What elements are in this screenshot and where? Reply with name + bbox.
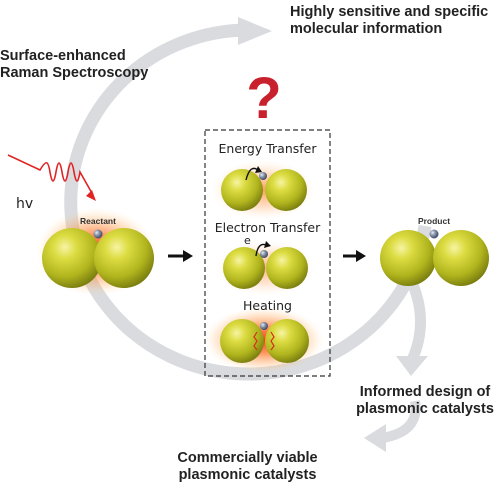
design-branch-arrow: [404, 275, 426, 363]
commercial-branch-arrowhead: [364, 424, 386, 452]
electron-symbol: e: [244, 234, 251, 247]
energy-transfer-dimer: [211, 160, 315, 220]
electron-transfer-label: Electron Transfer: [214, 220, 321, 235]
heat-wave-right: [270, 331, 275, 351]
light-arrowhead: [86, 190, 96, 201]
product-dimer: [380, 229, 489, 286]
product-particle-right: [433, 230, 489, 286]
heating-label: Heating: [243, 298, 292, 313]
design-branch-arrowhead: [396, 356, 428, 376]
light-wave: [7, 154, 94, 196]
cycle-loop-arrow: [64, 17, 432, 452]
reactant-dimer: [36, 208, 156, 296]
informed-design-label: Informed design of plasmonic catalysts: [356, 384, 494, 417]
heating-molecule: [260, 322, 268, 330]
commercial-branch-arrow: [381, 400, 421, 443]
heating-dimer: [204, 307, 324, 373]
reactant-molecule: [93, 229, 103, 239]
reactant-particle-left: [42, 228, 102, 288]
product-molecule: [429, 229, 439, 239]
product-particle-left: [380, 230, 436, 286]
question-mark: ?: [246, 66, 281, 131]
molecular-info-label: Highly sensitive and specific molecular …: [290, 4, 489, 37]
electron-transfer-arrow: [255, 243, 267, 257]
electron-transfer-molecule: [260, 250, 268, 258]
commercial-catalysts-label: Commercially viable plasmonic catalysts: [177, 450, 318, 483]
photon-label: hv: [16, 196, 34, 212]
reactant-particle-right: [94, 228, 154, 288]
sers-label: Surface-enhanced Raman Spectroscopy: [0, 48, 149, 81]
energy-transfer-molecule: [259, 172, 267, 180]
product-label: Product: [417, 216, 451, 226]
mechanism-box: [204, 129, 331, 377]
arrow-to-product: [343, 250, 366, 262]
energy-transfer-label: Energy Transfer: [218, 141, 317, 156]
arrow-to-mechanisms: [168, 250, 193, 262]
electron-transfer-dimer: [215, 240, 315, 296]
reactant-label: Reactant: [80, 216, 116, 226]
heat-wave-left: [253, 331, 258, 351]
incident-light: [7, 154, 96, 201]
loop-arrowhead-top: [238, 17, 272, 45]
